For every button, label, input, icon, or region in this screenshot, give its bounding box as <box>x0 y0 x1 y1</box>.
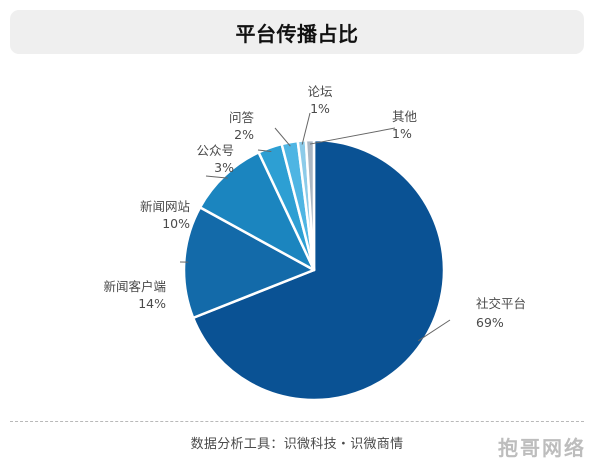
leader-line-4 <box>274 127 291 147</box>
leader-line-5 <box>301 112 311 145</box>
slice-label-0: 社交平台 <box>476 296 526 311</box>
slice-label-4: 问答 <box>229 110 255 125</box>
pie-slice-2 <box>198 151 316 272</box>
slice-value-2: 10% <box>162 216 190 231</box>
watermark: 抱哥网络 <box>498 436 586 460</box>
slice-value-6: 1% <box>392 126 412 141</box>
pie-slices <box>182 138 446 402</box>
slice-label-3: 公众号 <box>196 143 234 158</box>
slice-value-0: 69% <box>476 315 504 330</box>
leader-line-0 <box>417 319 451 342</box>
source-note: 数据分析工具：识微科技・识微商情 <box>190 437 404 452</box>
slice-value-3: 3% <box>214 160 234 175</box>
leader-line-3 <box>257 149 272 152</box>
slice-label-6: 其他 <box>392 109 418 124</box>
pie-slice-6 <box>304 138 316 272</box>
slice-value-1: 14% <box>138 296 166 311</box>
slice-label-2: 新闻网站 <box>140 199 190 214</box>
footer-divider <box>10 421 584 422</box>
slice-value-5: 1% <box>310 101 330 116</box>
slice-label-1: 新闻客户端 <box>103 279 166 294</box>
leader-lines <box>179 112 451 342</box>
slice-labels: 社交平台 69% 新闻客户端 14% 新闻网站 10% 公众号 3% 问答 2% 论坛 1% 其他 1% <box>103 84 526 330</box>
leader-line-6 <box>309 127 396 145</box>
pie-slice-0 <box>191 138 446 402</box>
chart-title: 平台传播占比 <box>10 10 584 54</box>
leader-line-2 <box>205 175 228 179</box>
slice-value-4: 2% <box>234 127 254 142</box>
slice-label-5: 论坛 <box>307 84 332 99</box>
